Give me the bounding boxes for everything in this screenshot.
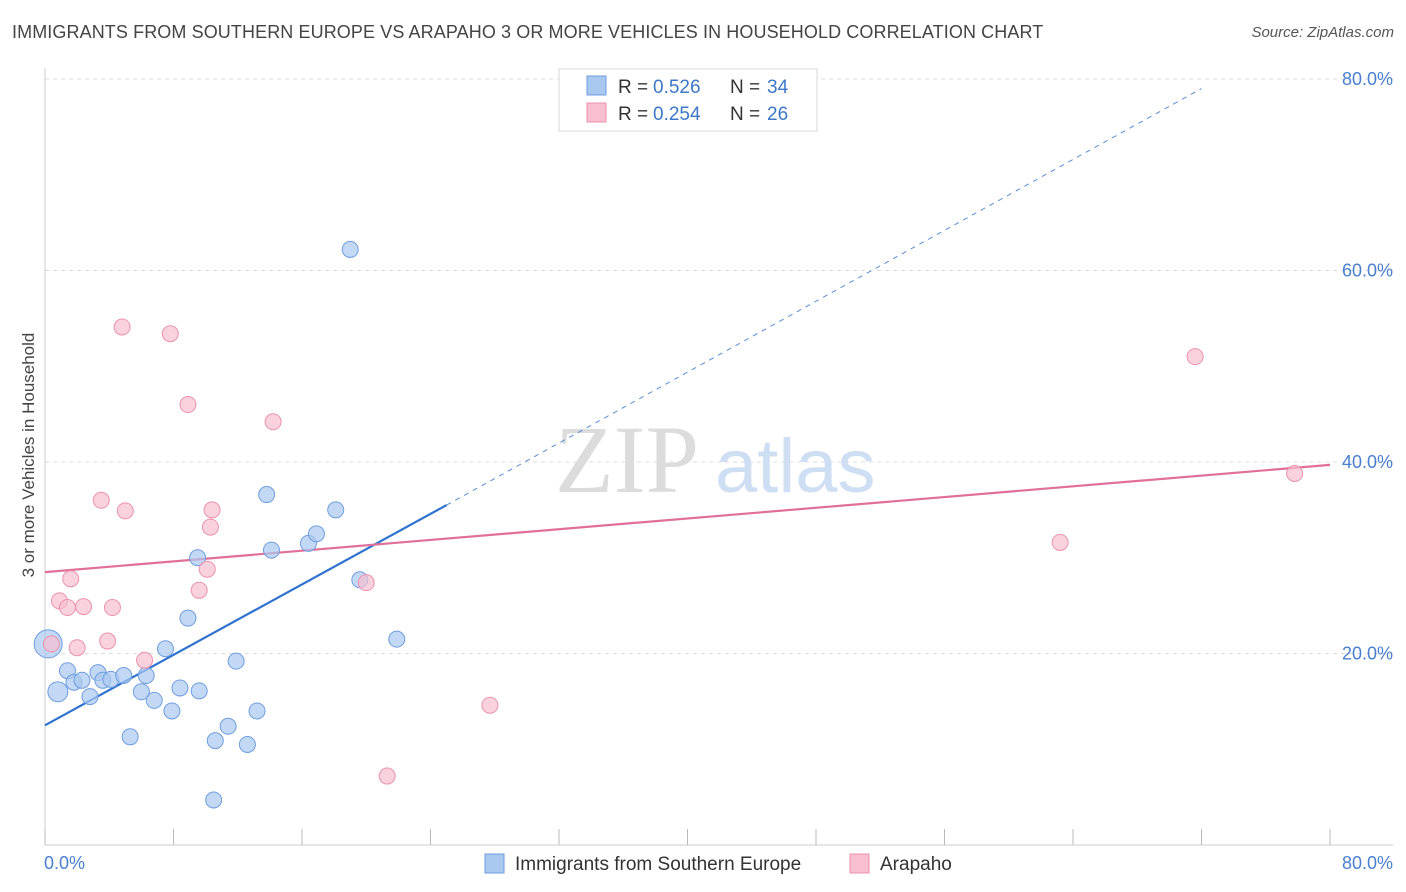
gridlines: [45, 78, 1393, 654]
point-s0-31: [341, 240, 359, 258]
trend-line-dashed-0: [446, 88, 1202, 506]
point-s0-13: [145, 691, 163, 709]
point-s1-23: [1186, 348, 1204, 366]
point-s1-12: [161, 325, 179, 343]
point-s0-21: [206, 732, 224, 750]
point-s1-22: [1051, 533, 1069, 551]
legend-r-label-2: R =: [618, 104, 648, 125]
point-s0-33: [388, 630, 406, 648]
point-s0-25: [248, 702, 266, 720]
point-s0-15: [163, 702, 181, 720]
point-s0-27: [262, 541, 280, 559]
point-s1-19: [357, 574, 375, 592]
point-s1-16: [201, 518, 219, 536]
point-s1-15: [198, 560, 216, 578]
point-s1-21: [481, 696, 499, 714]
point-s0-12: [137, 667, 155, 685]
point-s0-9: [115, 667, 133, 685]
point-s1-18: [264, 413, 282, 431]
point-s1-3: [58, 599, 76, 617]
axes: [44, 68, 1393, 846]
point-s1-17: [203, 501, 221, 519]
trend-lines: [44, 88, 1331, 727]
point-s1-9: [113, 318, 131, 336]
point-s0-20: [205, 791, 223, 809]
bottom-legend-label-blue: Immigrants from Southern Europe: [515, 854, 801, 875]
point-s1-20: [378, 767, 396, 785]
legend-r-label-1: R =: [618, 77, 648, 98]
point-s0-30: [327, 501, 345, 519]
trend-line-0: [44, 504, 448, 727]
legend-r-value-1: 0.526: [653, 77, 701, 98]
y-tick-label-20: 20.0%: [1342, 644, 1393, 664]
point-s1-0: [42, 635, 60, 653]
point-s0-22: [219, 717, 237, 735]
bottom-legend-label-pink: Arapaho: [880, 854, 952, 875]
legend-n-value-1: 34: [767, 77, 789, 98]
point-s1-5: [75, 598, 93, 616]
point-s0-5: [81, 688, 99, 706]
bottom-legend: Immigrants from Southern Europe Arapaho: [484, 853, 952, 875]
point-s1-4: [68, 639, 86, 657]
y-axis-title: 3 or more Vehicles in Household: [19, 333, 38, 578]
point-s1-8: [103, 599, 121, 617]
legend-n-label-1: N =: [730, 77, 760, 98]
point-s0-16: [171, 679, 189, 697]
legend-n-label-2: N =: [730, 104, 760, 125]
legend-swatch-blue: [586, 75, 607, 96]
point-s1-13: [179, 396, 197, 414]
point-s1-11: [136, 651, 154, 669]
point-s1-10: [116, 502, 134, 520]
point-s1-7: [99, 632, 117, 650]
point-s0-4: [73, 671, 91, 689]
bottom-legend-swatch-pink: [849, 853, 870, 874]
y-tick-label-60: 60.0%: [1342, 261, 1393, 281]
point-s1-24: [1286, 464, 1304, 482]
legend-r-value-2: 0.254: [653, 104, 701, 125]
x-tick-label-min: 0.0%: [44, 853, 85, 873]
point-s0-11: [132, 683, 150, 701]
point-s0-1: [47, 681, 69, 703]
point-s0-10: [121, 728, 139, 746]
watermark-zip: ZIP: [555, 406, 699, 513]
point-s0-24: [238, 735, 256, 753]
point-s0-19: [190, 682, 208, 700]
point-s1-14: [190, 581, 208, 599]
point-s0-29: [307, 525, 325, 543]
data-points: [33, 240, 1304, 809]
point-s0-18: [189, 549, 207, 567]
y-tick-labels: 20.0% 40.0% 60.0% 80.0%: [1342, 69, 1393, 664]
point-s0-14: [156, 640, 174, 658]
watermark-atlas: atlas: [715, 424, 876, 509]
point-s1-6: [92, 491, 110, 509]
point-s1-2: [62, 570, 80, 588]
trend-line-1: [44, 463, 1331, 574]
legend-n-value-2: 26: [767, 104, 788, 125]
bottom-legend-swatch-blue: [484, 853, 505, 874]
chart-title: IMMIGRANTS FROM SOUTHERN EUROPE VS ARAPA…: [12, 22, 1044, 42]
legend-swatch-pink: [586, 102, 607, 123]
source-label: Source: ZipAtlas.com: [1251, 24, 1394, 41]
x-tick-label-max: 80.0%: [1342, 853, 1393, 873]
top-legend: R = 0.526 N = 34 R = 0.254 N = 26: [558, 68, 818, 132]
point-s0-26: [258, 486, 276, 504]
y-tick-label-40: 40.0%: [1342, 452, 1393, 472]
point-s0-17: [179, 609, 197, 627]
y-tick-label-80: 80.0%: [1342, 69, 1393, 89]
point-s0-23: [227, 652, 245, 670]
